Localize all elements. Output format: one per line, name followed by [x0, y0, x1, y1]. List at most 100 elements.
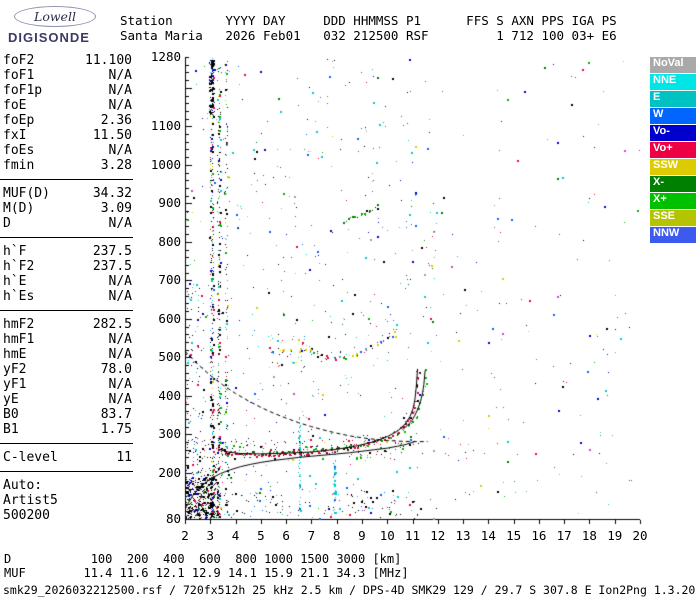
y-tick-label-300: 300: [158, 426, 181, 442]
param-hes: h`Es N/A: [3, 289, 132, 304]
param-label: h`F: [3, 244, 27, 259]
param-label: yF2: [3, 362, 27, 377]
param-ye: yE N/A: [3, 392, 132, 407]
param-yf2: yF2 78.0: [3, 362, 132, 377]
group-separator: [0, 443, 133, 444]
param-label: hmF1: [3, 332, 35, 347]
x-axis-tick-labels: 2 3 4 5 6 7 8 9 10 11 12 13 14 15 16 17 18 19 20: [0, 528, 700, 543]
legend-swatch-sse: SSE: [650, 210, 696, 226]
param-fof1p: foF1p N/A: [3, 83, 132, 98]
x-tick-label-17: 17: [556, 528, 572, 543]
x-tick-label-16: 16: [531, 528, 547, 543]
x-tick-label-14: 14: [480, 528, 496, 543]
param-value: 237.5: [92, 244, 132, 259]
y-tick-label-500: 500: [158, 349, 181, 365]
param-clevel: C-level 11: [3, 450, 132, 465]
param-value: N/A: [108, 377, 132, 392]
param-value: N/A: [108, 347, 132, 362]
x-tick-label-20: 20: [632, 528, 648, 543]
param-hmf2: hmF2 282.5: [3, 317, 132, 332]
param-value: 3.09: [100, 201, 132, 216]
lowell-digisonde-logo: Lowell DIGISONDE: [6, 4, 112, 48]
y-tick-label-700: 700: [158, 272, 181, 288]
param-label: foF2: [3, 53, 35, 68]
param-value: 2.36: [100, 113, 132, 128]
param-d: D N/A: [3, 216, 132, 231]
param-value: 1.75: [100, 422, 132, 437]
legend-swatch-nnw: NNW: [650, 227, 696, 243]
y-tick-label-1280: 1280: [150, 49, 181, 64]
param-he: h`E N/A: [3, 274, 132, 289]
group-separator: [0, 310, 133, 311]
y-tick-label-200: 200: [158, 464, 181, 480]
param-label: M(D): [3, 201, 35, 216]
param-label: 500200: [3, 508, 50, 523]
param-value: 237.5: [92, 259, 132, 274]
param-label: yF1: [3, 377, 27, 392]
param-label: yE: [3, 392, 19, 407]
x-tick-label-18: 18: [581, 528, 597, 543]
param-label: hmE: [3, 347, 27, 362]
param-b1: B1 1.75: [3, 422, 132, 437]
legend-swatch-w: W: [650, 108, 696, 124]
param-value: N/A: [108, 274, 132, 289]
param-label: fmin: [3, 158, 35, 173]
x-tick-label-5: 5: [257, 528, 265, 543]
param-fxi: fxI 11.50: [3, 128, 132, 143]
legend-swatch-vo+: Vo+: [650, 142, 696, 158]
y-tick-label-1000: 1000: [150, 156, 181, 172]
group-separator: [0, 471, 133, 472]
x-tick-label-6: 6: [282, 528, 290, 543]
legend-swatch-ssw: SSW: [650, 159, 696, 175]
x-tick-label-4: 4: [231, 528, 240, 543]
y-tick-label-400: 400: [158, 387, 181, 403]
param-label: fxI: [3, 128, 27, 143]
param-foep: foEp 2.36: [3, 113, 132, 128]
y-tick-label-600: 600: [158, 310, 181, 326]
logo-lowell-text: Lowell: [34, 9, 76, 24]
x-tick-label-11: 11: [404, 528, 421, 543]
param-hf2: h`F2 237.5: [3, 259, 132, 274]
y-axis-tick-labels: 1280 1100 1000 900 800 700 600 500 400 300 200 80: [145, 0, 181, 530]
param-value: N/A: [108, 216, 132, 231]
ionogram-plot-canvas: [181, 55, 642, 525]
param-label: hmF2: [3, 317, 35, 332]
param-hf: h`F 237.5: [3, 244, 132, 259]
param-artist5: Artist5: [3, 493, 132, 508]
x-tick-label-19: 19: [607, 528, 623, 543]
param-value: N/A: [108, 289, 132, 304]
param-foes: foEs N/A: [3, 143, 132, 158]
param-label: foEp: [3, 113, 35, 128]
legend-swatch-nne: NNE: [650, 74, 696, 90]
logo-digisonde-text: DIGISONDE: [8, 30, 90, 45]
param-label: Artist5: [3, 493, 58, 508]
x-tick-label-10: 10: [379, 528, 395, 543]
param-label: D: [3, 216, 11, 231]
status-line: smk29_2026032212500.rsf / 720fx512h 25 k…: [3, 584, 696, 597]
param-label: MUF(D): [3, 186, 50, 201]
param-value: N/A: [108, 143, 132, 158]
parameter-panel: foF2 11.100 foF1 N/A foF1p N/A foE N/A foEp 2.36 f…: [0, 53, 133, 523]
param-auto: Auto:: [3, 478, 132, 493]
param-value: N/A: [108, 83, 132, 98]
x-tick-label-9: 9: [358, 528, 366, 543]
legend-swatch-e: E: [650, 91, 696, 107]
param-label: h`F2: [3, 259, 35, 274]
y-tick-label-80: 80: [165, 511, 181, 526]
group-separator: [0, 179, 133, 180]
param-value: N/A: [108, 332, 132, 347]
param-b0: B0 83.7: [3, 407, 132, 422]
muf-table-row: MUF 11.4 11.6 12.1 12.9 14.1 15.9 21.1 3…: [4, 566, 409, 580]
param-value: 83.7: [100, 407, 132, 422]
x-tick-label-3: 3: [206, 528, 215, 543]
param-label: foEs: [3, 143, 35, 158]
x-tick-label-2: 2: [181, 528, 189, 543]
header-column-labels: Station YYYY DAY DDD HHMMSS P1 FFS S AXN…: [120, 13, 617, 28]
param-500200: 500200: [3, 508, 132, 523]
x-tick-label-13: 13: [455, 528, 471, 543]
logo-oval-swoosh: [14, 6, 96, 27]
param-label: foE: [3, 98, 27, 113]
param-label: foF1: [3, 68, 35, 83]
param-mufd: MUF(D) 34.32: [3, 186, 132, 201]
